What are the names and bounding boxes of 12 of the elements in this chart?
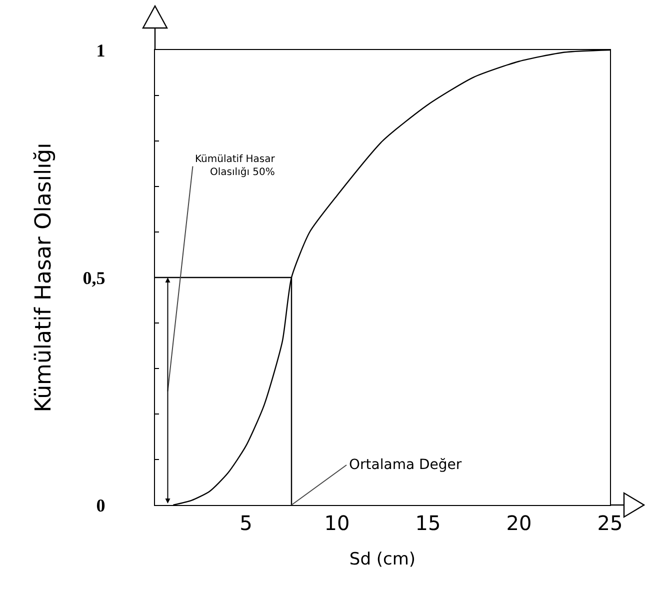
y-axis-title: Kümülatif Hasar Olasılığı: [32, 142, 57, 412]
annotation: Kümülatif Hasar Olasılığı 50%: [195, 154, 276, 178]
y-tick-label: 1: [96, 40, 106, 60]
x-tick-label: 5: [240, 511, 252, 536]
x-tick-label: 10: [324, 511, 350, 536]
x-tick-label: 20: [506, 511, 532, 536]
x-tick-label: 25: [597, 511, 623, 536]
y-tick-label: 0,5: [82, 268, 106, 288]
x-axis-title: Sd (cm): [349, 550, 416, 570]
x-tick-label: 15: [415, 511, 441, 536]
annotation: Ortalama Değer: [349, 457, 462, 473]
y-tick-label: 0: [96, 495, 106, 516]
